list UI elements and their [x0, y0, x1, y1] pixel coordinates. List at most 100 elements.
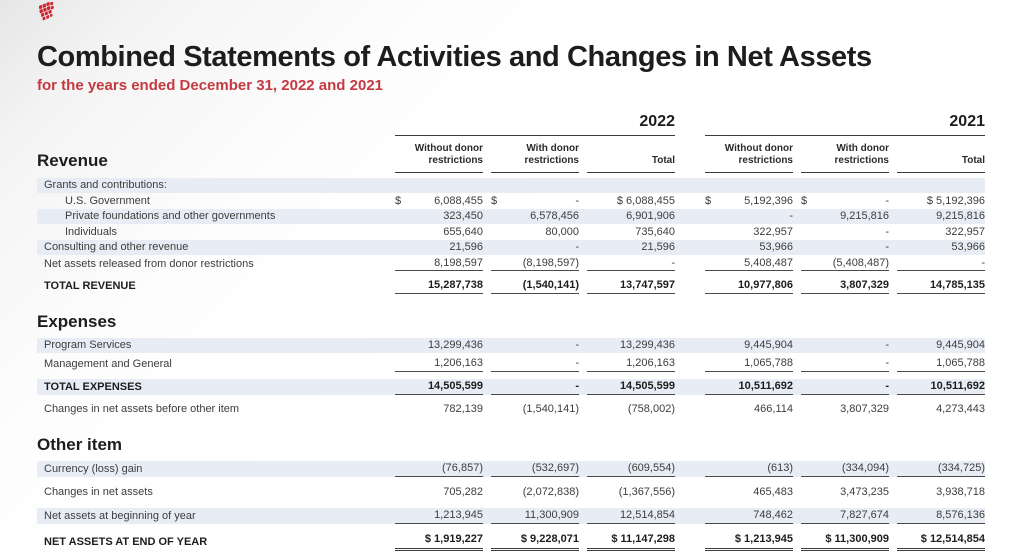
amount-cell: 782,139 [443, 402, 483, 415]
section-heading-revenue: Revenue [37, 151, 108, 170]
amount-cell: 21,596 [641, 241, 675, 253]
dollar-sign: $ [395, 194, 402, 207]
table-row: Program Services 13,299,436 - 13,299,436 9,4… [37, 337, 985, 353]
row-label: TOTAL REVENUE [44, 280, 136, 292]
amount-cell: 13,747,597 [587, 278, 675, 294]
amount-cell: (76,857) [395, 461, 483, 477]
col-header-2022-total: Total [587, 155, 675, 173]
amount-cell: (334,725) [897, 461, 985, 477]
amount-cell: 14,505,599 [587, 379, 675, 395]
amount-cell: (5,408,487) [801, 256, 889, 271]
amount-cell: 3,473,235 [840, 486, 889, 498]
amount-cell: - [491, 356, 579, 372]
amount-cell: 8,198,597 [395, 256, 483, 271]
amount-cell: 13,299,436 [619, 338, 675, 351]
row-label: Program Services [44, 338, 132, 351]
amount-cell: 465,483 [753, 486, 793, 498]
row-label: Private foundations and other government… [65, 210, 276, 222]
amount-cell: (532,697) [491, 461, 579, 477]
table-row: TOTAL EXPENSES 14,505,599 - 14,505,599 10,51… [37, 378, 985, 395]
row-label: TOTAL EXPENSES [44, 380, 142, 393]
amount-cell: 1,065,788 [705, 356, 793, 372]
amount-cell: (613) [705, 461, 793, 477]
statement-table: 2022 2021 Revenue Without donor restrict… [37, 112, 985, 555]
page-title: Combined Statements of Activities and Ch… [37, 41, 872, 73]
section-rows: Program Services 13,299,436-13,299,436 9,4… [37, 337, 985, 417]
amount-cell: 14,785,135 [897, 278, 985, 294]
row-label: Management and General [44, 357, 172, 370]
amount-cell: $ - [801, 194, 889, 209]
amount-cell: 15,287,738 [395, 278, 483, 294]
amount-cell: 1,065,788 [897, 356, 985, 372]
amount-cell: 53,966 [951, 241, 985, 253]
amount-cell: $ - [491, 194, 579, 209]
row-label: U.S. Government [65, 194, 150, 207]
row-label: NET ASSETS AT END OF YEAR [44, 536, 208, 548]
row-label: Consulting and other revenue [44, 241, 189, 253]
year-header-2021: 2021 [705, 112, 985, 136]
row-label: Changes in net assets before other item [44, 402, 240, 415]
amount-cell: 3,807,329 [801, 278, 889, 294]
section-rows: Grants and contributions: U.S. Government… [37, 178, 985, 294]
amount-cell: - [575, 241, 579, 253]
amount-cell: - [789, 210, 793, 222]
row-label: Net assets at beginning of year [44, 509, 196, 522]
amount-cell: 5,408,487 [705, 256, 793, 271]
amount-value: - [885, 194, 889, 207]
section-rows: Currency (loss) gain (76,857) (532,697) (60… [37, 460, 985, 551]
amount-cell: $ 11,300,909 [801, 532, 889, 551]
row-label: Changes in net assets [44, 486, 153, 498]
amount-cell: - [575, 338, 579, 351]
dollar-sign: $ [705, 194, 712, 207]
amount-cell: $5,192,396 [705, 194, 793, 209]
column-header-row: Revenue Without donor restrictions With … [37, 143, 985, 173]
amount-cell: (2,072,838) [522, 486, 579, 498]
amount-value: 6,088,455 [434, 194, 483, 207]
statement-table-body: Grants and contributions: U.S. Government… [37, 178, 985, 551]
amount-value: 5,192,396 [744, 194, 793, 207]
amount-cell: 53,966 [759, 241, 793, 253]
col-header-2021-without-donor: Without donor restrictions [705, 143, 793, 173]
table-row: Net assets at beginning of year 1,213,945… [37, 507, 985, 524]
amount-cell: - [885, 338, 889, 351]
row-label: Net assets released from donor restricti… [44, 257, 254, 270]
year-header-row: 2022 2021 [37, 112, 985, 136]
amount-cell: - [801, 356, 889, 372]
col-header-2022-without-donor: Without donor restrictions [395, 143, 483, 173]
amount-cell: $ 12,514,854 [897, 532, 985, 551]
org-logo-icon [38, 2, 54, 21]
amount-cell: 3,807,329 [840, 402, 889, 415]
amount-cell: - [801, 379, 889, 395]
amount-cell: 1,213,945 [395, 508, 483, 524]
amount-cell: 6,578,456 [530, 210, 579, 222]
amount-cell: 466,114 [754, 402, 793, 415]
row-label: Currency (loss) gain [44, 462, 143, 475]
table-row: Grants and contributions: [37, 178, 985, 193]
amount-cell: 9,445,904 [936, 338, 985, 351]
amount-cell: 3,938,718 [936, 486, 985, 498]
table-row: U.S. Government $6,088,455 $ - $ 6,088,455 $5… [37, 194, 985, 209]
amount-cell: 735,640 [635, 225, 675, 238]
amount-cell: $ 1,919,227 [395, 532, 483, 551]
amount-cell: $ 11,147,298 [587, 532, 675, 551]
row-label: Grants and contributions: [44, 179, 167, 191]
table-row: NET ASSETS AT END OF YEAR $ 1,919,227 $ 9,… [37, 532, 985, 551]
year-header-2022: 2022 [395, 112, 675, 136]
amount-cell: - [587, 256, 675, 271]
amount-cell: 1,206,163 [587, 356, 675, 372]
table-row: Changes in net assets 705,282 (2,072,838) (… [37, 485, 985, 501]
amount-value: - [575, 194, 579, 207]
col-header-2021-total: Total [897, 155, 985, 173]
amount-cell: 322,957 [945, 225, 985, 238]
amount-cell: 13,299,436 [427, 338, 483, 351]
amount-cell: (334,094) [801, 461, 889, 477]
amount-cell: $ 9,228,071 [491, 532, 579, 551]
table-row: Net assets released from donor restricti… [37, 256, 985, 271]
amount-cell: 11,300,909 [491, 508, 579, 524]
section-heading-other-item: Other item [37, 434, 123, 454]
amount-cell: (609,554) [587, 461, 675, 477]
amount-cell: 14,505,599 [395, 379, 483, 395]
amount-cell: 9,445,904 [744, 338, 793, 351]
amount-cell: 10,511,692 [705, 379, 793, 395]
